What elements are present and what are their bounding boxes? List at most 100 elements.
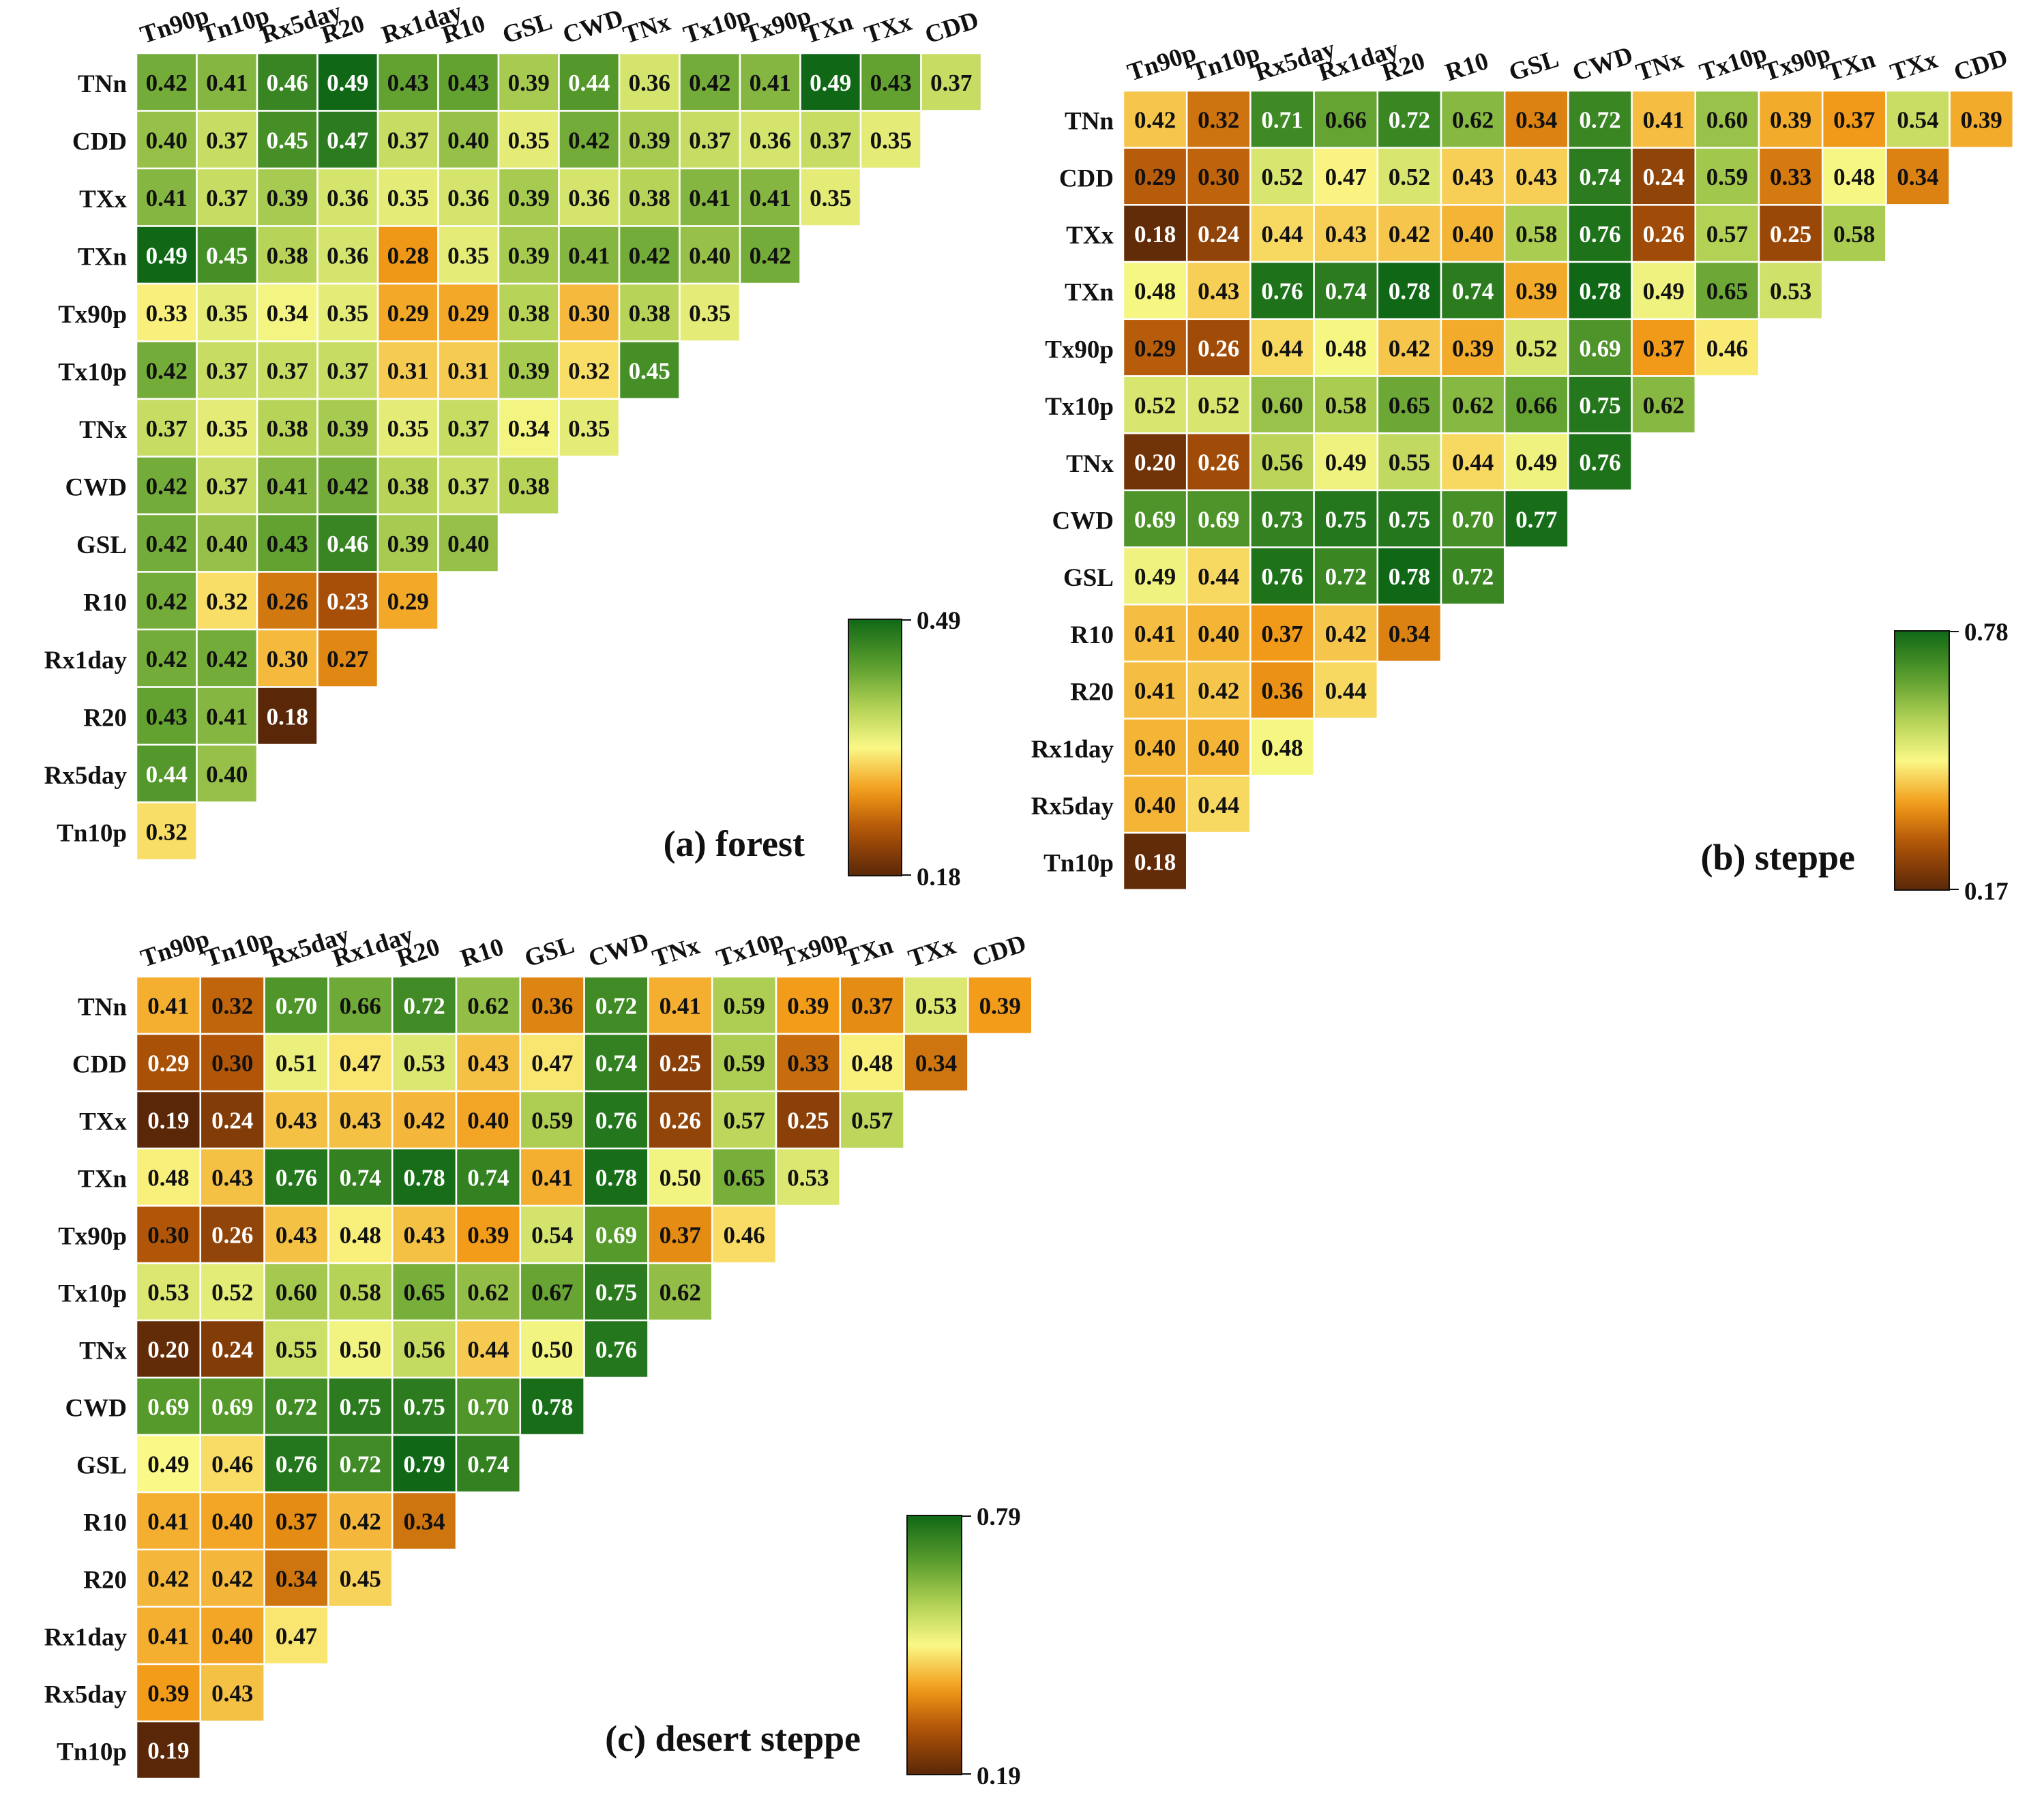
column-label-tn10p: Tn10p [201, 925, 276, 973]
heatmap-cell [455, 1033, 522, 1093]
cell-value-label: 0.58 [1515, 221, 1557, 248]
heatmap-cell [391, 1204, 458, 1264]
cell-value-label: 0.35 [327, 300, 368, 327]
cell-value-label: 0.52 [1134, 392, 1176, 419]
cell-value-label: 0.49 [1134, 563, 1176, 590]
heatmap-cell [497, 110, 560, 170]
cell-value-label: 0.74 [467, 1165, 509, 1191]
cell-value-label: 0.53 [787, 1165, 829, 1191]
row-label-rx1day: Rx1day [1031, 735, 1114, 763]
row-label-cdd: CDD [72, 1051, 127, 1079]
heatmap-cell [920, 52, 983, 112]
cell-value-label: 0.30 [568, 300, 610, 327]
cell-value-label: 0.76 [276, 1451, 317, 1478]
heatmap-cell [618, 340, 681, 400]
cell-value-label: 0.29 [387, 300, 429, 327]
heatmap-cell [135, 1605, 202, 1666]
heatmap-cell [519, 1262, 585, 1322]
cell-value-label: 0.26 [660, 1108, 701, 1134]
heatmap-cell [1885, 147, 1951, 206]
cell-value-label: 0.34 [508, 415, 550, 442]
cell-value-label: 0.56 [403, 1337, 445, 1363]
cell-value-label: 0.45 [340, 1566, 381, 1593]
cell-value-label: 0.52 [1389, 164, 1430, 190]
heatmap-cell [135, 340, 198, 400]
heatmap-cell [263, 1491, 329, 1551]
heatmap-cell [199, 1204, 265, 1264]
cell-value-label: 0.36 [327, 185, 368, 211]
cell-value-label: 0.30 [267, 646, 308, 672]
cell-value-label: 0.62 [660, 1279, 701, 1306]
cell-value-label: 0.42 [206, 646, 248, 672]
cell-value-label: 0.40 [1198, 735, 1239, 761]
cell-value-label: 0.43 [1452, 164, 1494, 190]
cell-value-label: 0.35 [206, 300, 248, 327]
cell-value-label: 0.41 [267, 473, 308, 499]
cell-value-label: 0.43 [1515, 164, 1557, 190]
row-label-tnx: TNx [79, 1337, 127, 1365]
cell-value-label: 0.33 [1770, 164, 1811, 190]
cell-value-label: 0.57 [851, 1108, 893, 1134]
cell-value-label: 0.38 [267, 415, 308, 442]
cell-value-label: 0.39 [147, 1681, 189, 1707]
cell-value-label: 0.48 [1833, 164, 1875, 190]
cell-value-label: 0.37 [146, 415, 188, 442]
column-label-tx90p: Tx90p [777, 925, 851, 973]
cell-value-label: 0.38 [629, 300, 670, 327]
heatmap-cell [967, 975, 1033, 1035]
cell-value-label: 0.44 [1261, 221, 1303, 248]
cell-value-label: 0.36 [1261, 677, 1303, 704]
cell-value-label: 0.40 [1198, 621, 1239, 647]
cell-value-label: 0.40 [211, 1509, 253, 1535]
cell-value-label: 0.75 [595, 1279, 637, 1306]
cell-value-label: 0.52 [1198, 392, 1239, 419]
cell-value-label: 0.41 [147, 1509, 189, 1535]
cell-value-label: 0.26 [267, 588, 308, 615]
cell-value-label: 0.25 [1770, 221, 1811, 248]
cell-value-label: 0.39 [508, 70, 550, 96]
cell-value-label: 0.29 [387, 588, 429, 615]
heatmap-cell [1758, 89, 1824, 149]
cell-value-label: 0.29 [447, 300, 489, 327]
cell-value-label: 0.67 [531, 1279, 573, 1306]
heatmap-cell [903, 975, 969, 1035]
cell-value-label: 0.66 [340, 993, 381, 1020]
row-label-txx: TXx [79, 1108, 127, 1136]
cell-value-label: 0.36 [531, 993, 573, 1020]
cell-value-label: 0.44 [1198, 563, 1239, 590]
heatmap-cell [1249, 89, 1315, 149]
heatmap-cell [437, 398, 500, 458]
heatmap-cell [647, 1033, 713, 1093]
heatmap-cell [256, 628, 319, 688]
cell-value-label: 0.36 [568, 185, 610, 211]
heatmap-cell [519, 1376, 585, 1436]
cell-value-label: 0.72 [340, 1451, 381, 1478]
column-label-r10: R10 [1442, 47, 1492, 87]
cell-value-label: 0.50 [340, 1337, 381, 1363]
cell-value-label: 0.39 [1961, 106, 2002, 133]
heatmap-cell [256, 282, 319, 342]
cell-value-label: 0.18 [1134, 849, 1176, 876]
heatmap-cell [647, 1090, 713, 1150]
cell-value-label: 0.32 [206, 588, 248, 615]
column-label-cdd: CDD [969, 930, 1030, 973]
heatmap-cell [1313, 660, 1379, 720]
heatmap-cell [327, 1090, 394, 1150]
cell-value-label: 0.76 [595, 1337, 637, 1363]
cell-value-label: 0.28 [387, 242, 429, 269]
cell-value-label: 0.33 [787, 1050, 829, 1077]
cell-value-label: 0.76 [1579, 221, 1620, 248]
cell-value-label: 0.76 [276, 1165, 317, 1191]
heatmap-cell [1694, 261, 1760, 321]
cell-value-label: 0.69 [211, 1394, 253, 1421]
heatmap-cell [327, 975, 394, 1035]
heatmap-cell [519, 1090, 585, 1150]
heatmap-cell [263, 1548, 329, 1608]
cell-value-label: 0.42 [146, 70, 188, 96]
heatmap-cell [647, 1147, 713, 1207]
cell-value-label: 0.44 [1325, 677, 1367, 704]
cell-value-label: 0.34 [267, 300, 308, 327]
heatmap-cell [1122, 546, 1188, 606]
cell-value-label: 0.58 [340, 1279, 381, 1306]
column-label-cwd: CWD [1569, 42, 1637, 87]
